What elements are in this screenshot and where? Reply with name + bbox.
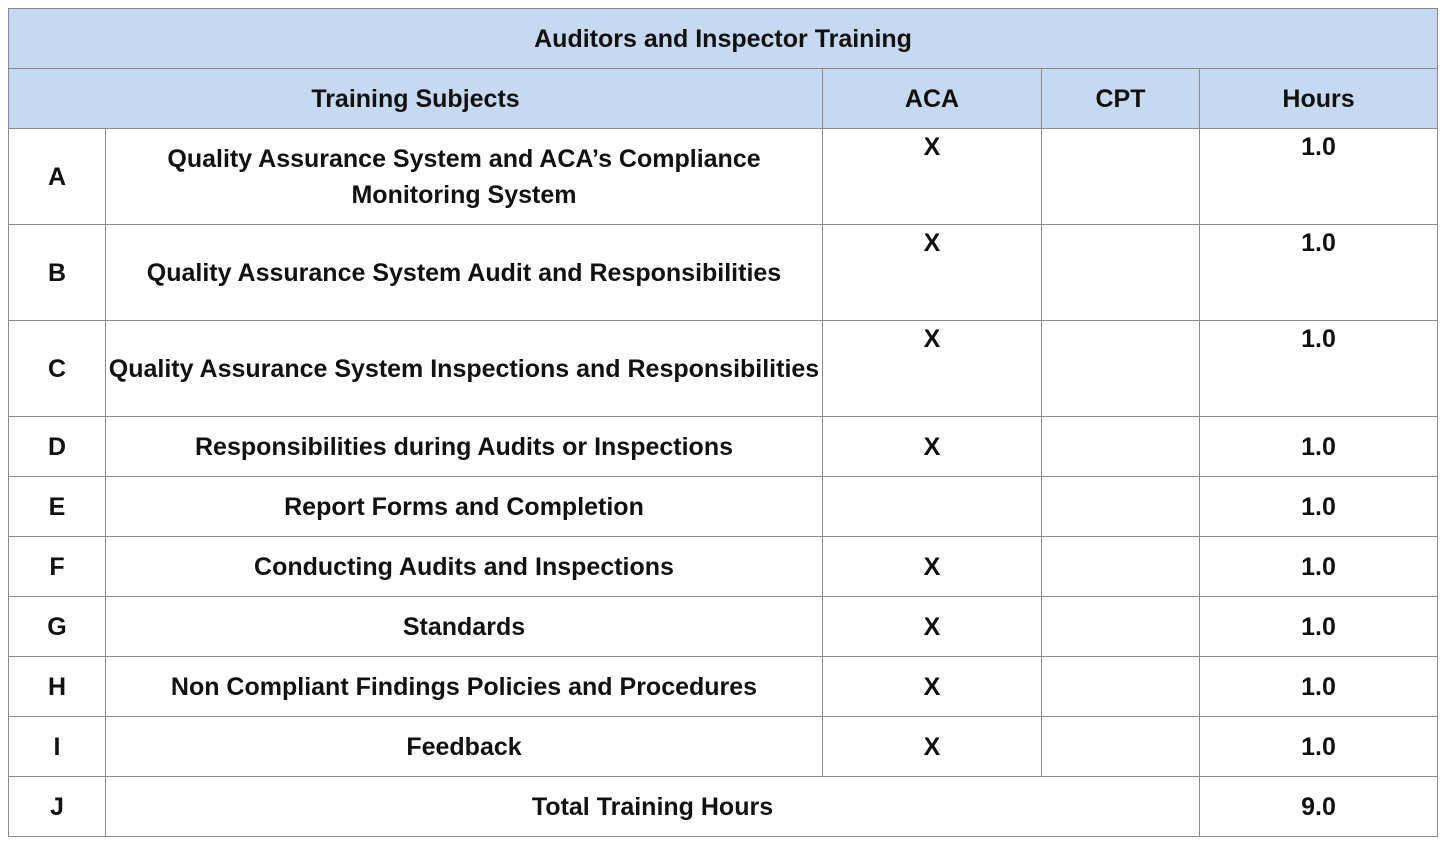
table-row: E Report Forms and Completion 1.0 [8,476,1439,537]
row-subject: Standards [105,596,823,657]
row-cpt [1041,416,1200,477]
row-aca: X [822,656,1042,717]
row-subject: Quality Assurance System Inspections and… [105,320,823,417]
row-hours: 1.0 [1198,656,1439,717]
row-hours: 1.0 [1198,320,1439,417]
table-row: D Responsibilities during Audits or Insp… [8,416,1439,477]
row-cpt [1041,656,1200,717]
row-hours: 1.0 [1198,596,1439,657]
row-letter: A [8,128,106,225]
table-row: F Conducting Audits and Inspections X 1.… [8,536,1439,597]
table-row: H Non Compliant Findings Policies and Pr… [8,656,1439,717]
header-row: Training Subjects ACA CPT Hours [8,68,1439,129]
row-letter: F [8,536,106,597]
header-aca: ACA [822,68,1042,129]
row-subject: Non Compliant Findings Policies and Proc… [105,656,823,717]
row-hours: 1.0 [1198,716,1439,777]
row-hours: 1.0 [1198,476,1439,537]
header-cpt: CPT [1041,68,1200,129]
table-row: C Quality Assurance System Inspections a… [8,320,1439,417]
row-cpt [1041,224,1200,321]
row-aca: X [822,224,1042,321]
row-letter: G [8,596,106,657]
header-training-subjects: Training Subjects [8,68,823,129]
row-hours: 1.0 [1198,128,1439,225]
table-row: I Feedback X 1.0 [8,716,1439,777]
row-cpt [1041,596,1200,657]
total-hours: 9.0 [1198,776,1439,837]
row-aca: X [822,416,1042,477]
row-aca: X [822,536,1042,597]
row-aca: X [822,596,1042,657]
row-cpt [1041,716,1200,777]
table-row: B Quality Assurance System Audit and Res… [8,224,1439,321]
total-letter: J [8,776,106,837]
row-subject: Responsibilities during Audits or Inspec… [105,416,823,477]
row-subject: Report Forms and Completion [105,476,823,537]
row-subject: Conducting Audits and Inspections [105,536,823,597]
row-subject: Feedback [105,716,823,777]
row-letter: E [8,476,106,537]
row-subject: Quality Assurance System and ACA’s Compl… [105,128,823,225]
row-letter: C [8,320,106,417]
row-letter: B [8,224,106,321]
row-hours: 1.0 [1198,416,1439,477]
row-aca: X [822,320,1042,417]
row-letter: D [8,416,106,477]
total-label: Total Training Hours [105,776,1200,837]
training-table: Auditors and Inspector Training Training… [7,8,1439,837]
row-cpt [1041,128,1200,225]
row-cpt [1041,476,1200,537]
row-hours: 1.0 [1198,536,1439,597]
row-subject: Quality Assurance System Audit and Respo… [105,224,823,321]
table-row: G Standards X 1.0 [8,596,1439,657]
total-row: J Total Training Hours 9.0 [8,776,1439,837]
row-aca [822,476,1042,537]
row-aca: X [822,128,1042,225]
row-aca: X [822,716,1042,777]
table-row: A Quality Assurance System and ACA’s Com… [8,128,1439,225]
row-cpt [1041,320,1200,417]
row-letter: I [8,716,106,777]
header-hours: Hours [1198,68,1439,129]
row-letter: H [8,656,106,717]
row-cpt [1041,536,1200,597]
row-hours: 1.0 [1198,224,1439,321]
title-row: Auditors and Inspector Training [7,8,1439,69]
table-title: Auditors and Inspector Training [7,8,1439,69]
